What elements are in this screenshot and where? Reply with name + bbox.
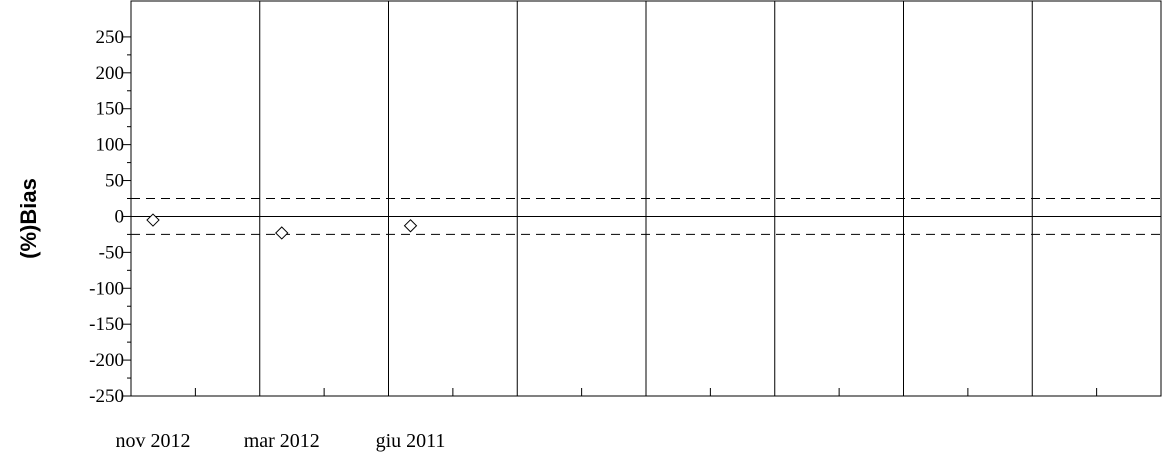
y-tick-label: 100 [96, 135, 125, 156]
y-axis-label: (%)Bias [16, 178, 41, 259]
data-point [275, 226, 289, 240]
y-tick-label: -50 [99, 242, 124, 263]
data-points [146, 213, 418, 240]
x-tick-label: nov 2012 [116, 430, 191, 452]
y-tick-label: 250 [96, 27, 125, 48]
y-tick-label: -100 [89, 278, 124, 299]
y-tick-label: 50 [105, 171, 124, 192]
data-point [146, 213, 160, 227]
x-tick-label: mar 2012 [244, 430, 320, 452]
y-tick-label: -150 [89, 314, 124, 335]
reference-lines [131, 198, 1161, 235]
y-tick-label: -250 [89, 386, 124, 407]
data-point [403, 219, 418, 233]
y-axis: 250 200 150 100 50 0 -50 -100 -150 -200 -250 [89, 27, 131, 407]
x-tick-label: giu 2011 [376, 430, 446, 452]
y-tick-label: 150 [96, 99, 125, 120]
y-tick-label: 0 [115, 206, 125, 227]
y-tick-label: -200 [89, 350, 124, 371]
x-axis: nov 2012 mar 2012 giu 2011 [116, 388, 1098, 452]
y-tick-label: 200 [96, 63, 125, 84]
